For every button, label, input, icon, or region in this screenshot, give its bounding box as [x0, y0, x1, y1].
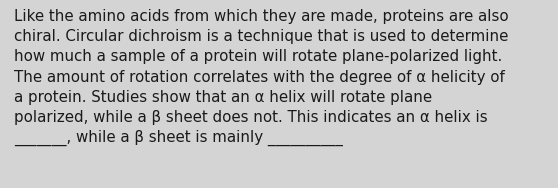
Text: Like the amino acids from which they are made, proteins are also
chiral. Circula: Like the amino acids from which they are… [14, 9, 508, 146]
